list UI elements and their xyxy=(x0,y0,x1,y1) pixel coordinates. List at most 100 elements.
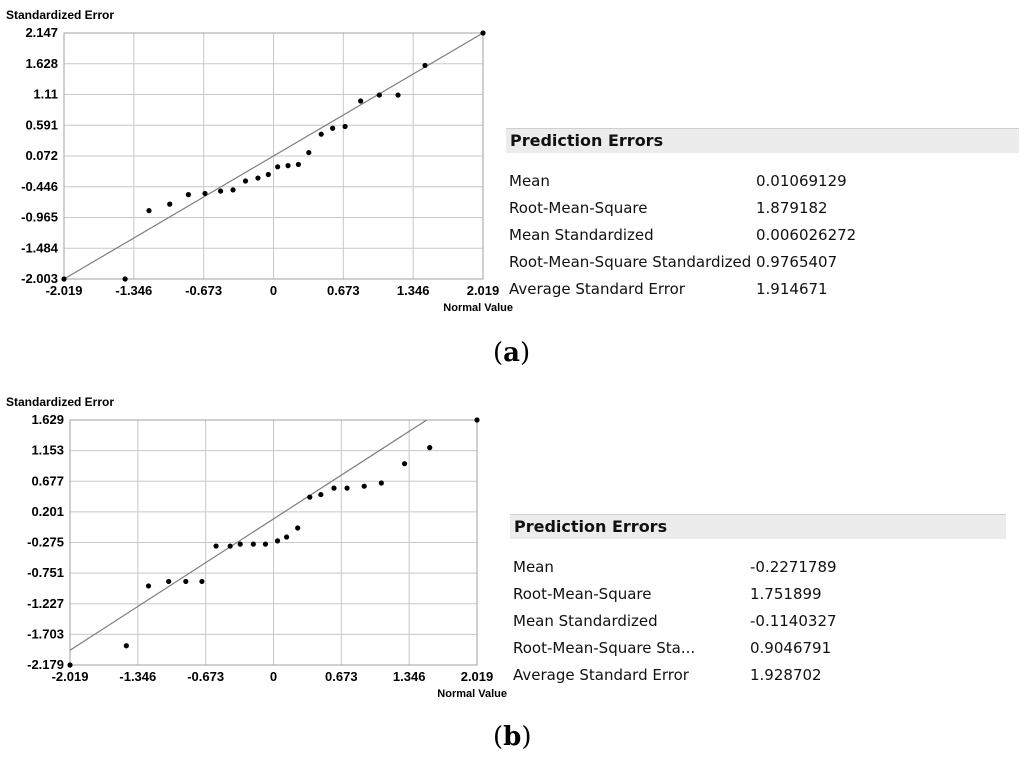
data-point xyxy=(427,445,433,451)
y-tick-label: -0.275 xyxy=(27,535,64,550)
stat-label: Mean xyxy=(513,557,554,576)
panel-letter: a xyxy=(503,338,521,368)
x-axis-title: Normal Value xyxy=(443,302,513,314)
y-tick-label: -1.703 xyxy=(27,626,64,641)
data-point xyxy=(262,541,269,547)
plot-frame xyxy=(63,32,484,280)
data-point xyxy=(342,123,348,130)
prediction-errors-table-b: Prediction Errors Mean -0.2271789 Root-M… xyxy=(510,514,1006,688)
x-tick-label: -0.673 xyxy=(187,669,224,684)
x-tick-label: -1.346 xyxy=(119,669,156,684)
y-tick-label: 1.629 xyxy=(31,412,64,427)
x-tick-label: 1.346 xyxy=(393,669,426,684)
stat-value: 0.9765407 xyxy=(756,252,838,271)
data-point xyxy=(265,171,271,178)
stat-label: Mean xyxy=(509,171,550,190)
data-point xyxy=(307,494,313,500)
x-tick-label: 0.673 xyxy=(327,283,360,298)
stat-value: 0.01069129 xyxy=(756,171,847,190)
table-row: Mean Standardized -0.1140327 xyxy=(510,607,837,634)
y-tick-label: 1.153 xyxy=(31,443,64,458)
data-point xyxy=(358,98,364,104)
data-point xyxy=(199,578,205,585)
data-point xyxy=(145,583,152,589)
data-point xyxy=(376,92,382,98)
data-point xyxy=(295,161,302,168)
data-point xyxy=(167,201,173,207)
data-point xyxy=(330,125,336,131)
data-point xyxy=(331,485,337,491)
data-point xyxy=(122,276,128,282)
plot-frame xyxy=(69,419,478,666)
stat-label: Mean Standardized xyxy=(513,611,658,630)
data-point xyxy=(318,131,324,137)
table-row: Mean Standardized 0.006026272 xyxy=(506,221,856,248)
prediction-errors-table-a: Prediction Errors Mean 0.01069129 Root-M… xyxy=(506,128,1019,302)
stat-label: Root-Mean-Square xyxy=(513,584,652,603)
data-point xyxy=(227,543,233,549)
table-row: Mean 0.01069129 xyxy=(506,167,856,194)
stat-value: 0.006026272 xyxy=(756,225,857,244)
data-point xyxy=(284,534,290,540)
panel-label-b: (b) xyxy=(493,722,532,752)
data-point xyxy=(318,491,324,498)
data-point xyxy=(202,190,208,197)
y-tick-label: 0.072 xyxy=(25,148,58,163)
y-tick-label: 1.11 xyxy=(33,87,58,102)
qq-plot-a: 2.147 1.628 1.11 0.591 0.072 -0.446 -0.965 -1.4… xyxy=(6,8,513,314)
data-point xyxy=(361,483,367,489)
x-tick-label: 2.019 xyxy=(467,283,500,298)
x-tick-label: 0.673 xyxy=(325,669,358,684)
reference-line xyxy=(69,419,428,651)
data-point xyxy=(61,276,67,282)
stat-label: Root-Mean-Square Sta... xyxy=(513,638,696,657)
data-point xyxy=(306,149,312,156)
data-point xyxy=(275,164,281,170)
y-tick-label: -2.003 xyxy=(21,271,58,286)
qq-plot-b: 1.629 1.153 0.677 0.201 -0.275 -0.751 -1.227 -1… xyxy=(6,395,507,700)
data-point xyxy=(255,175,261,181)
y-tick-label: -0.965 xyxy=(21,210,58,225)
data-point xyxy=(123,643,129,649)
y-axis-title: Standardized Error xyxy=(6,8,114,22)
data-point xyxy=(67,662,73,668)
table-row: Average Standard Error 1.914671 xyxy=(506,275,856,302)
data-point xyxy=(344,485,350,491)
data-point xyxy=(230,187,236,193)
data-point xyxy=(295,525,301,531)
y-tick-label: 0.201 xyxy=(31,504,64,519)
x-tick-label: -2.019 xyxy=(52,669,89,684)
data-point xyxy=(217,188,224,194)
x-tick-label: 0 xyxy=(270,669,277,684)
data-point xyxy=(166,578,172,585)
x-tick-label: 2.019 xyxy=(461,669,494,684)
x-axis-title: Normal Value xyxy=(437,688,507,700)
stat-label: Average Standard Error xyxy=(513,665,689,684)
table-row: Root-Mean-Square 1.879182 xyxy=(506,194,856,221)
stat-value: 0.9046791 xyxy=(750,638,832,657)
data-point xyxy=(474,417,480,423)
table-row: Average Standard Error 1.928702 xyxy=(510,661,837,688)
y-axis-title: Standardized Error xyxy=(6,395,114,409)
y-tick-label: -2.179 xyxy=(27,657,64,672)
x-tick-label: -1.346 xyxy=(115,283,152,298)
panel-label-a: (a) xyxy=(493,338,531,368)
data-point xyxy=(183,578,189,585)
table-row: Root-Mean-Square 1.751899 xyxy=(510,580,837,607)
stat-value: 1.928702 xyxy=(750,665,822,684)
data-point xyxy=(250,541,256,547)
table-row: Root-Mean-Square Standardized 0.9765407 xyxy=(506,248,856,275)
data-point xyxy=(422,62,428,69)
panel-letter: b xyxy=(503,722,522,752)
stat-value: 1.914671 xyxy=(756,279,828,298)
data-point xyxy=(274,538,281,544)
stat-label: Root-Mean-Square xyxy=(509,198,648,217)
data-point xyxy=(213,543,219,549)
data-point xyxy=(285,163,291,169)
data-point xyxy=(237,541,243,547)
stat-label: Root-Mean-Square Standardized xyxy=(509,252,752,271)
data-point xyxy=(146,208,152,214)
stat-value: -0.1140327 xyxy=(750,611,837,630)
x-tick-label: 1.346 xyxy=(397,283,430,298)
stat-label: Mean Standardized xyxy=(509,225,654,244)
